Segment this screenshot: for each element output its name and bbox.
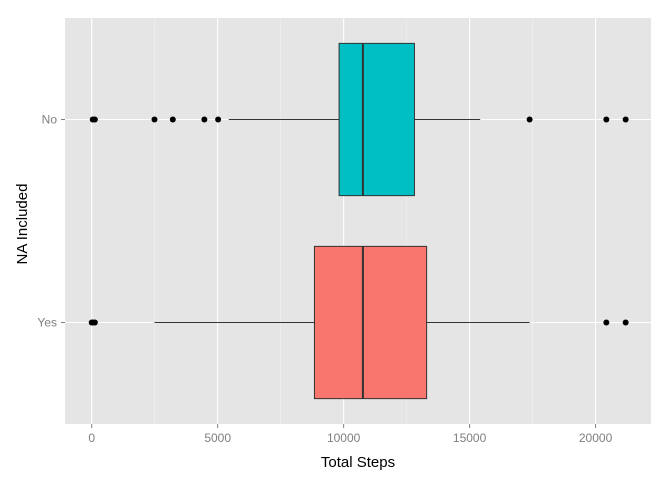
box-no	[89, 42, 629, 197]
outlier-no-8	[622, 116, 629, 123]
y-axis: Yes No	[37, 113, 65, 330]
outlier-no-2	[151, 116, 158, 123]
outlier-no-3	[169, 116, 176, 123]
x-tick-label-3: 15000	[453, 431, 487, 445]
boxes	[88, 42, 629, 400]
x-axis: 0 5000 10000 15000 20000	[88, 424, 613, 445]
box-yes	[88, 245, 629, 400]
outlier-no-5	[215, 116, 222, 123]
y-tick-label-yes: Yes	[37, 316, 57, 330]
outlier-yes-3	[603, 319, 610, 326]
x-tick-label-2: 10000	[327, 431, 361, 445]
x-tick-label-4: 20000	[579, 431, 613, 445]
box-body-no	[338, 42, 415, 197]
x-axis-title: Total Steps	[321, 454, 395, 471]
outlier-no-6	[526, 116, 533, 123]
x-tick-label-1: 5000	[204, 431, 231, 445]
outlier-no-4	[201, 116, 208, 123]
y-tick-label-no: No	[42, 113, 58, 127]
x-tick-label-0: 0	[88, 431, 95, 445]
outlier-yes-2	[91, 319, 98, 326]
outlier-no-7	[603, 116, 610, 123]
outlier-yes-4	[622, 319, 629, 326]
outlier-no-1	[91, 116, 98, 123]
box-body-yes	[313, 245, 428, 400]
y-axis-title: NA Included	[14, 184, 31, 265]
